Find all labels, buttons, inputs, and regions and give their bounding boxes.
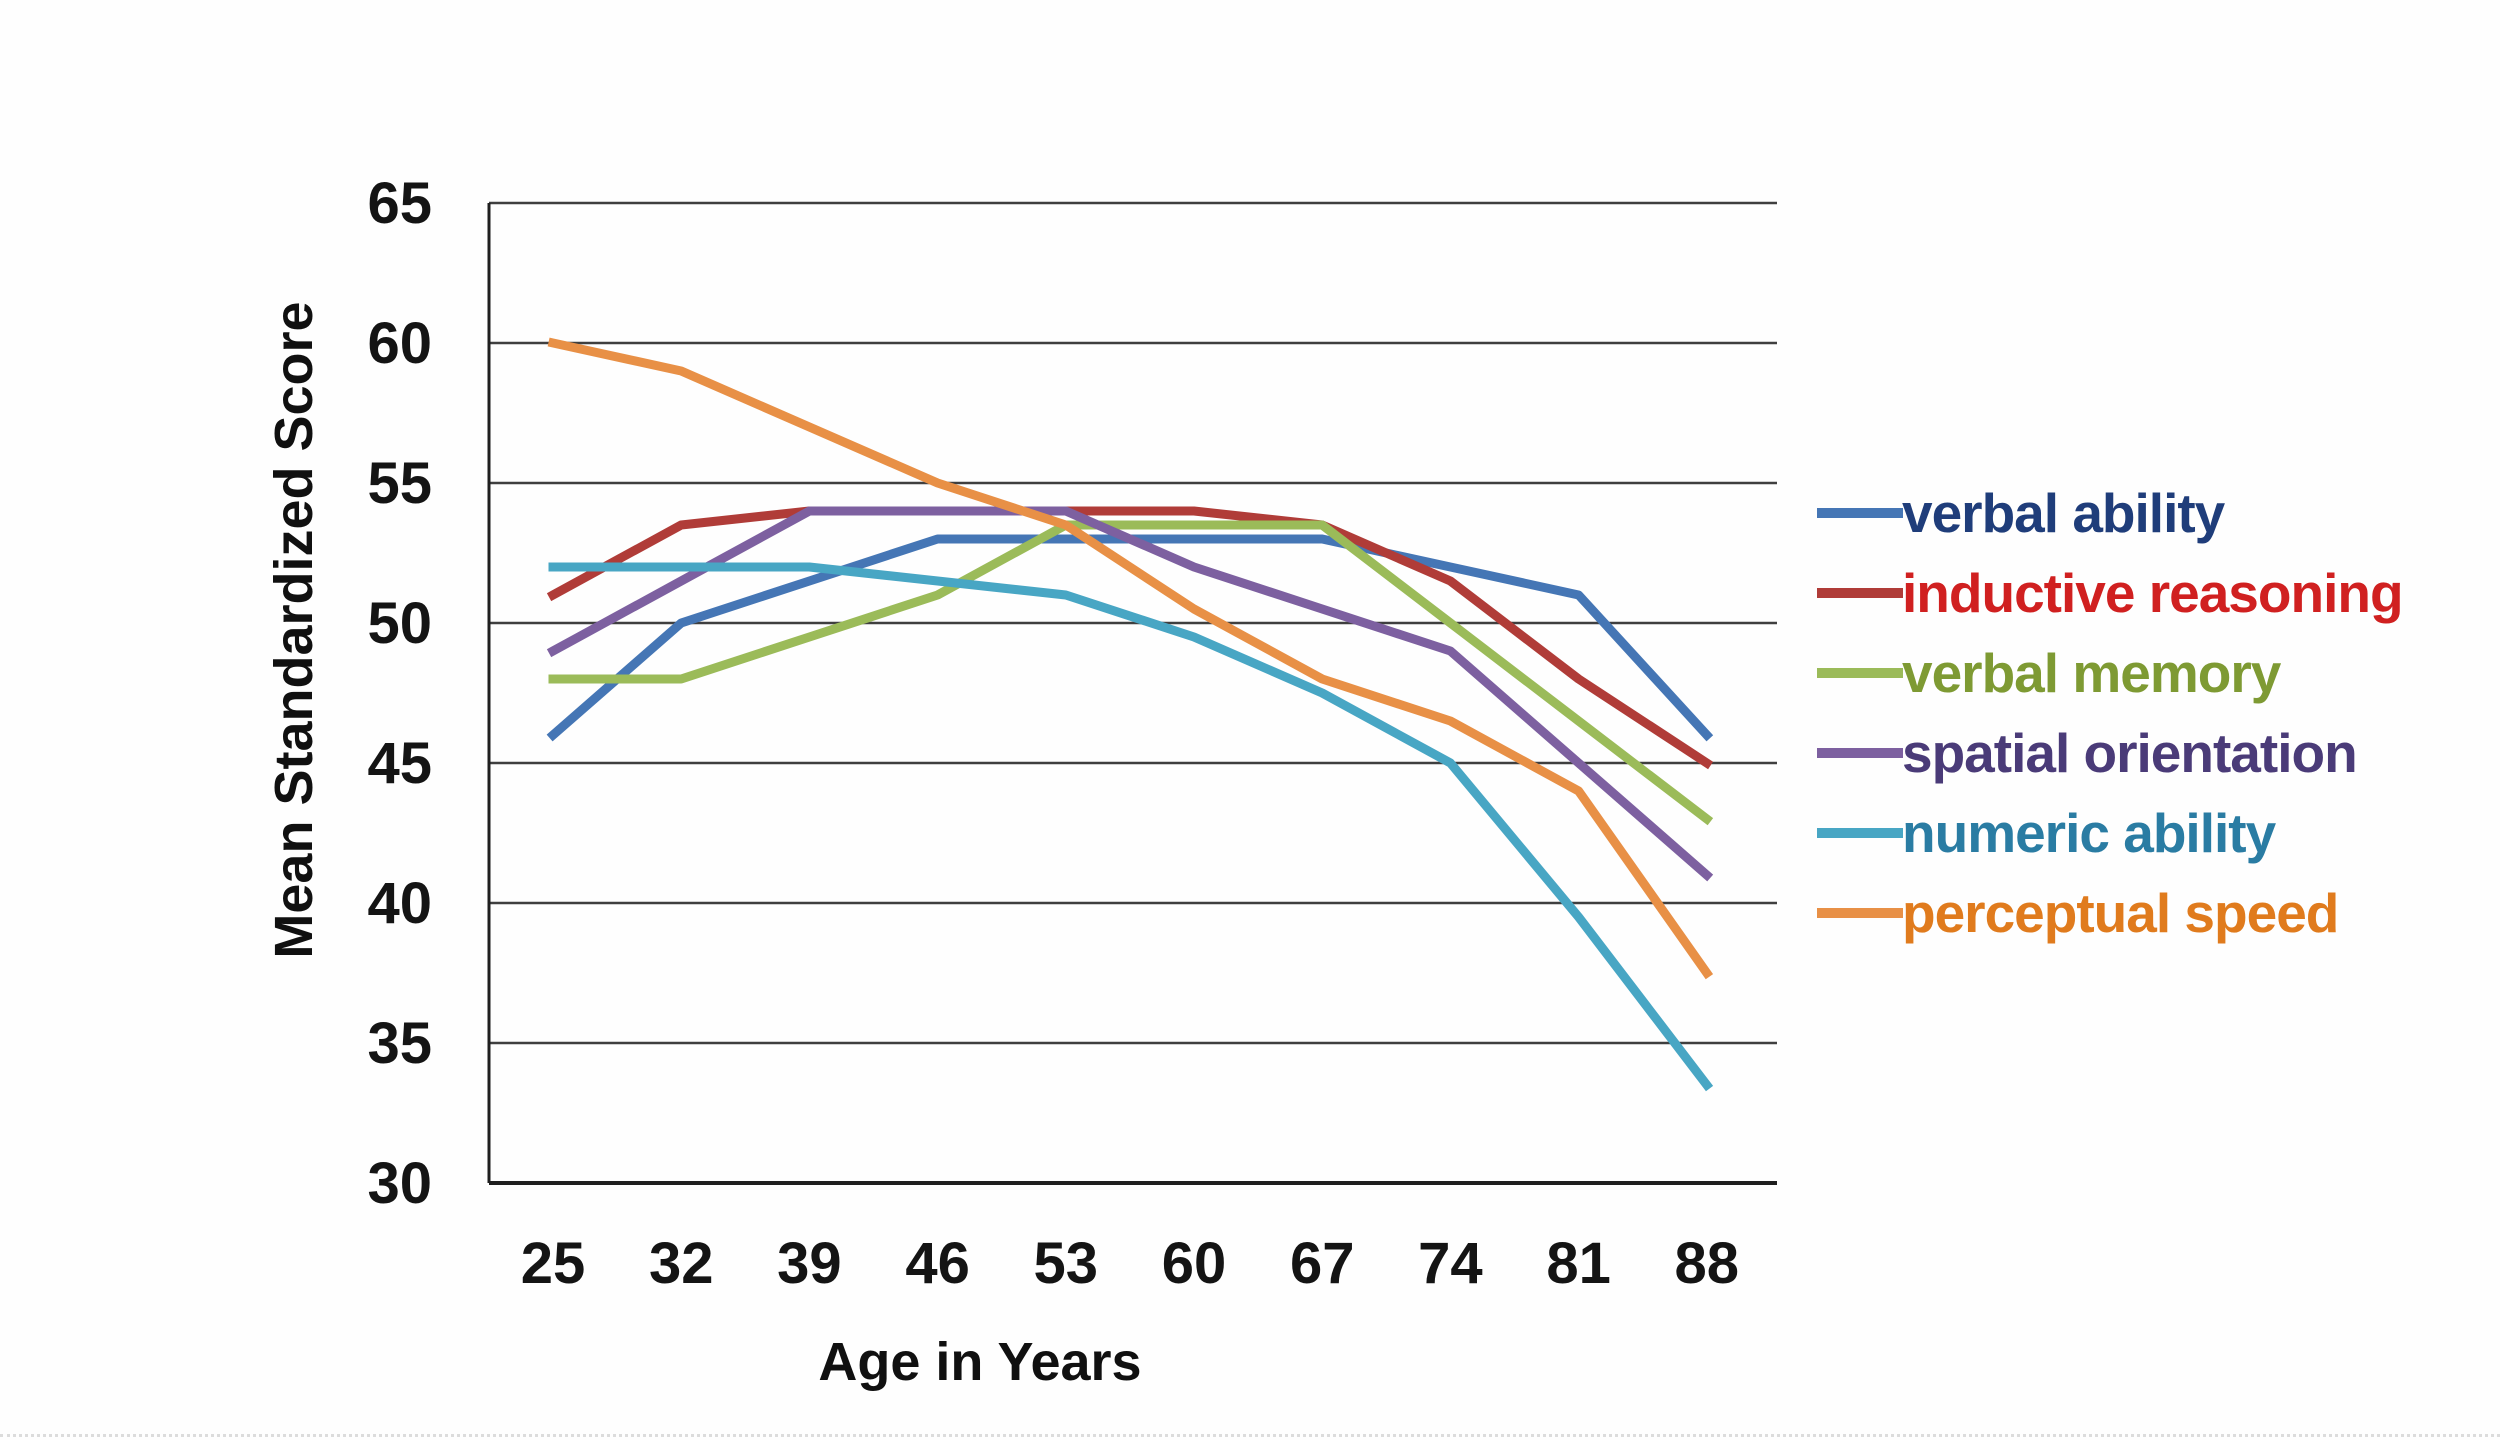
- series-line-perceptual-speed: [547, 337, 1714, 980]
- legend-item-numeric-ability: numeric ability: [1817, 802, 2278, 864]
- legend-item-verbal-ability: verbal ability: [1817, 482, 2227, 544]
- legend-item-spatial-orientation: spatial orientation: [1817, 722, 2358, 784]
- legend-label-verbal-ability: verbal ability: [1902, 482, 2226, 544]
- x-tick-label-53: 53: [1034, 1231, 1099, 1296]
- x-axis-title: Age in Years: [818, 1332, 1141, 1392]
- legend-label-perceptual-speed: perceptual speed: [1902, 882, 2338, 944]
- y-tick-label-45: 45: [367, 731, 432, 796]
- x-tick-label-46: 46: [905, 1231, 970, 1296]
- series-line-spatial-orientation: [546, 506, 1714, 882]
- gridlines: [487, 201, 1777, 1185]
- legend: verbal ability inductive reasoning verbal …: [1817, 482, 2404, 944]
- series-lines: [546, 337, 1714, 1092]
- x-tick-label-39: 39: [777, 1231, 842, 1296]
- x-tick-label-67: 67: [1290, 1231, 1355, 1296]
- series-line-numeric-ability: [548, 562, 1714, 1092]
- x-tick-label-25: 25: [521, 1231, 586, 1296]
- y-tick-label-50: 50: [367, 591, 432, 656]
- page-edge-dotted-line: [0, 1434, 2500, 1437]
- y-axis-tick-labels: 65 60 55 50 45 40 35 30: [367, 171, 432, 1216]
- y-tick-label-60: 60: [367, 311, 432, 376]
- x-tick-label-88: 88: [1675, 1231, 1740, 1296]
- y-tick-label-30: 30: [367, 1151, 432, 1216]
- y-axis-title: Mean Standardized Score: [264, 301, 324, 958]
- y-tick-label-35: 35: [367, 1011, 432, 1076]
- y-tick-label-65: 65: [367, 171, 432, 236]
- legend-item-inductive-reasoning: inductive reasoning: [1817, 562, 2404, 624]
- legend-label-spatial-orientation: spatial orientation: [1902, 722, 2357, 784]
- legend-label-inductive-reasoning: inductive reasoning: [1902, 562, 2403, 624]
- legend-item-verbal-memory: verbal memory: [1817, 642, 2283, 704]
- legend-item-perceptual-speed: perceptual speed: [1817, 882, 2339, 944]
- series-line-inductive-reasoning: [546, 506, 1714, 770]
- x-tick-label-32: 32: [649, 1231, 714, 1296]
- series-line-verbal-memory: [548, 520, 1714, 826]
- y-tick-label-40: 40: [367, 871, 432, 936]
- legend-label-verbal-memory: verbal memory: [1902, 642, 2282, 704]
- x-tick-label-60: 60: [1162, 1231, 1227, 1296]
- x-tick-label-74: 74: [1418, 1231, 1483, 1296]
- y-tick-label-55: 55: [367, 451, 432, 516]
- x-tick-label-81: 81: [1546, 1231, 1611, 1296]
- legend-label-numeric-ability: numeric ability: [1902, 802, 2277, 864]
- x-axis-tick-labels: 25 32 39 46 53 60 67 74 81 88: [521, 1231, 1739, 1296]
